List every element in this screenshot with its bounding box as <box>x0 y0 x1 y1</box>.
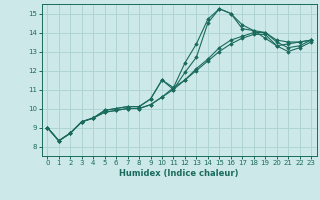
X-axis label: Humidex (Indice chaleur): Humidex (Indice chaleur) <box>119 169 239 178</box>
